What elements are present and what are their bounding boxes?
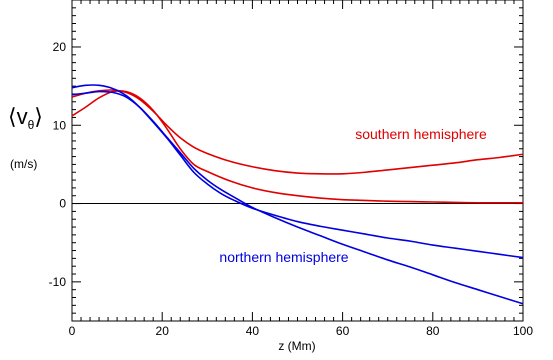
x-tick-label: 100 xyxy=(513,324,533,338)
y-tick-label: 10 xyxy=(53,118,67,132)
tick-labels: 0 20 40 60 80 100 -10 0 10 20 xyxy=(49,40,534,338)
y-tick-label: 0 xyxy=(59,197,66,211)
southern-series-line xyxy=(71,90,523,204)
plot-border xyxy=(71,0,524,322)
y-axis-label-close: ⟩ xyxy=(34,104,43,129)
plot-frame xyxy=(71,0,524,322)
x-tick-label: 80 xyxy=(426,324,440,338)
northern-hemisphere-annotation: northern hemisphere xyxy=(219,249,348,265)
x-tick-label: 0 xyxy=(69,324,76,338)
axis-ticks xyxy=(71,0,524,322)
y-axis-label-subscript: θ xyxy=(28,118,35,132)
southern-hemisphere-annotation: southern hemisphere xyxy=(355,126,487,142)
annotations: southern hemisphere northern hemisphere xyxy=(219,126,487,265)
northern-series-line xyxy=(71,84,524,259)
x-tick-label: 40 xyxy=(246,324,260,338)
x-axis-label: z (Mm) xyxy=(278,339,315,353)
y-axis-units: (m/s) xyxy=(10,157,37,171)
y-axis-label: ⟨vθ⟩ xyxy=(8,104,43,132)
y-tick-label: -10 xyxy=(49,275,67,289)
x-tick-label: 60 xyxy=(336,324,350,338)
northern-series-line xyxy=(71,90,524,305)
x-tick-label: 20 xyxy=(156,324,170,338)
series-lines xyxy=(71,84,524,305)
y-tick-label: 20 xyxy=(53,40,67,54)
y-axis-label-open: ⟨v xyxy=(8,104,28,129)
